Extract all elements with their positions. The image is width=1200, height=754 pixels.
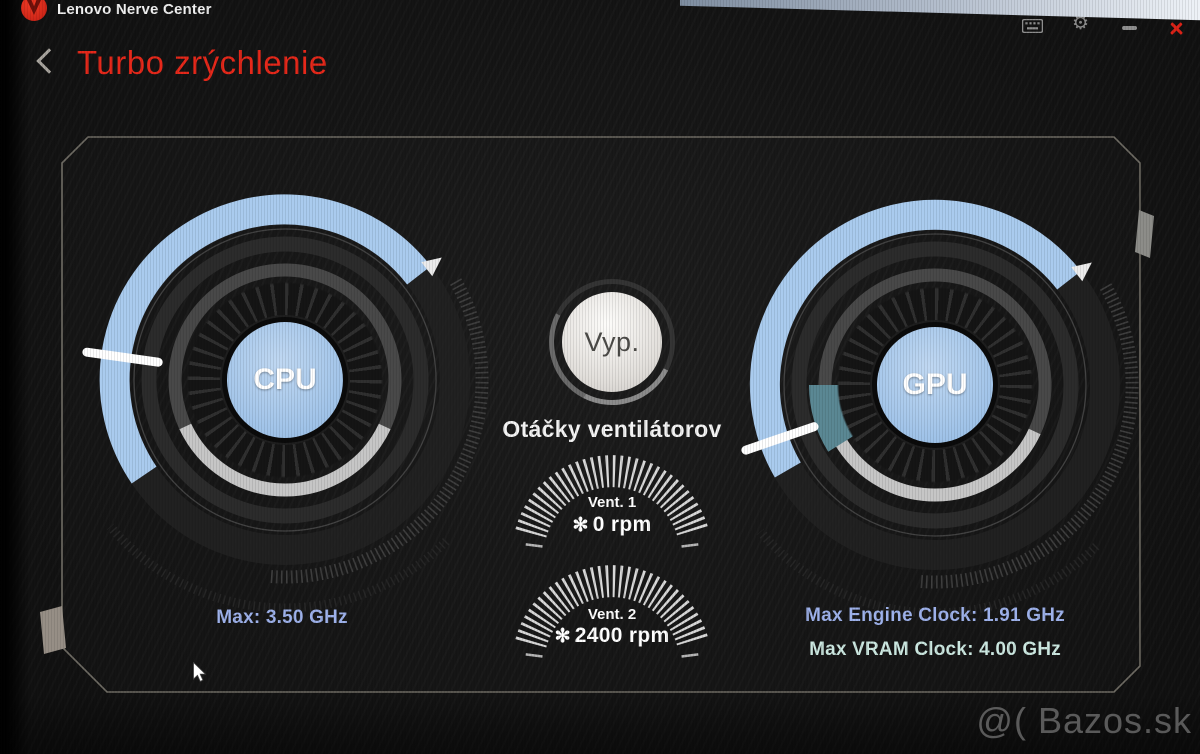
fan1-name: Vent. 1 [587, 494, 637, 511]
gpu-arc-end-marker [1071, 262, 1092, 282]
gpu-max-vram-clock: Max VRAM Clock: 4.00 GHz [809, 639, 1061, 660]
gpu-teal-segment [809, 384, 865, 452]
cpu-arc-end-marker [421, 257, 442, 277]
keyboard-icon[interactable] [1022, 19, 1043, 33]
lenovo-legion-logo-icon [21, 0, 47, 21]
fan-icon: ✻ [572, 515, 589, 536]
gpu-needle-handle [741, 422, 819, 455]
fan-toggle-button[interactable]: Vyp. [549, 279, 675, 405]
gpu-max-engine-clock: Max Engine Clock: 1.91 GHz [805, 605, 1065, 626]
cpu-label: CPU [253, 363, 317, 396]
fan2-rpm: ✻ 2400 rpm [554, 624, 670, 647]
left-corner-decoration [40, 606, 66, 654]
gpu-label: GPU [902, 368, 968, 401]
fan2-tick-gauge [502, 561, 722, 681]
cpu-needle-handle [82, 347, 163, 367]
cpu-max-clock: Max: 3.50 GHz [216, 607, 348, 628]
cpu-level-arc [99, 194, 431, 484]
title-bar: Lenovo Nerve Center ⚙ [0, 0, 1200, 36]
fan2-name: Vent. 2 [587, 606, 637, 623]
fan-toggle-label: Vyp. [584, 326, 640, 357]
gpu-hub: GPU [877, 327, 993, 443]
cpu-hub: CPU [227, 322, 343, 438]
fan-icon: ✻ [554, 626, 571, 647]
gear-icon[interactable]: ⚙ [1072, 13, 1090, 34]
watermark: @( Bazos.sk [976, 700, 1192, 741]
mouse-cursor-icon [193, 661, 208, 688]
page-title: Turbo zrýchlenie [77, 44, 328, 81]
gpu-gauge-dial[interactable]: GPU [700, 150, 1170, 620]
right-edge-decoration [1135, 210, 1154, 258]
minimize-icon[interactable] [1122, 26, 1137, 30]
fan1-rpm: ✻ 0 rpm [572, 513, 652, 536]
window-title: Lenovo Nerve Center [57, 1, 212, 18]
cpu-gauge-dial[interactable]: CPU [50, 145, 520, 615]
fan1-tick-gauge [502, 451, 722, 571]
fan-section-title: Otáčky ventilátorov [502, 416, 722, 442]
gpu-level-arc [749, 199, 1081, 478]
close-icon[interactable] [1168, 20, 1185, 37]
